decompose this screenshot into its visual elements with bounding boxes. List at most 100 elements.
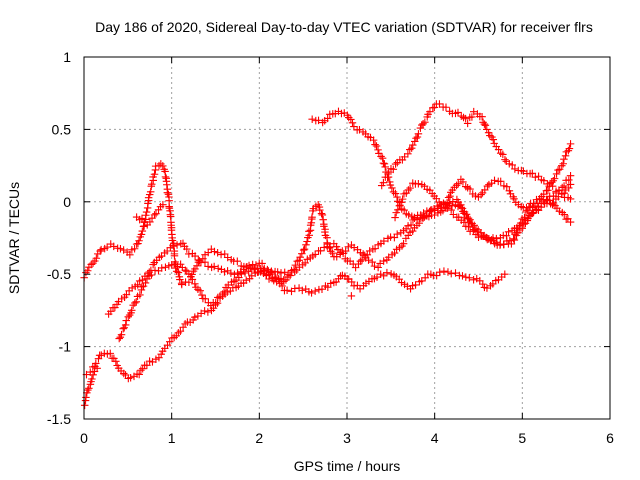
data-point (100, 349, 109, 358)
data-point (176, 327, 185, 335)
data-point (145, 357, 154, 365)
data-point (494, 276, 503, 284)
data-points (80, 100, 575, 410)
data-point (86, 380, 95, 389)
data-point (477, 228, 485, 237)
data-point (233, 257, 242, 265)
data-point (86, 368, 95, 376)
data-point (137, 230, 146, 239)
data-point (440, 267, 448, 275)
data-point (302, 241, 310, 249)
data-point (145, 190, 154, 199)
data-point (109, 242, 118, 251)
data-point (432, 271, 441, 280)
data-point (191, 313, 199, 321)
data-point (201, 258, 209, 266)
data-point (157, 252, 166, 260)
data-point (169, 242, 178, 250)
data-point (560, 210, 569, 219)
data-point (416, 124, 425, 132)
data-point (178, 280, 186, 289)
data-point (233, 269, 242, 277)
data-point (260, 264, 269, 273)
data-point (141, 279, 150, 287)
data-point (135, 277, 144, 285)
data-point (544, 186, 552, 195)
data-point (92, 254, 101, 263)
data-point (121, 321, 130, 329)
data-point (534, 172, 543, 181)
data-point (374, 263, 382, 272)
data-point (566, 180, 575, 189)
data-point (383, 173, 392, 181)
data-point (287, 287, 296, 296)
data-point (89, 371, 97, 379)
data-point (398, 195, 407, 203)
data-point (465, 274, 474, 282)
data-point (560, 182, 568, 190)
data-point (505, 160, 514, 168)
data-point (163, 247, 171, 255)
data-point (119, 324, 127, 333)
series-track-3 (104, 140, 575, 318)
data-point (83, 267, 92, 275)
data-point (191, 280, 199, 288)
data-point (318, 211, 327, 219)
data-point (350, 122, 358, 131)
data-point (94, 354, 103, 363)
data-point (487, 179, 496, 187)
data-point (295, 256, 303, 265)
data-point (341, 247, 350, 255)
data-point (566, 195, 575, 203)
data-point (411, 281, 420, 289)
data-point (152, 209, 160, 218)
data-point (490, 176, 499, 185)
data-point (204, 262, 212, 271)
data-point (483, 182, 492, 190)
axis-ticks: 0 1 2 3 4 5 6 -1.5 -1 -0.5 0 0.5 1 (47, 49, 614, 446)
data-point (447, 206, 455, 214)
data-point (103, 350, 112, 358)
data-point (434, 209, 442, 217)
data-point (381, 163, 389, 171)
data-point (543, 196, 552, 204)
data-point (147, 180, 156, 188)
data-point (374, 146, 382, 154)
data-point (251, 269, 260, 277)
data-point (200, 307, 209, 315)
data-point (347, 278, 356, 286)
data-point (478, 112, 486, 121)
data-point (316, 247, 325, 255)
data-point (391, 189, 400, 198)
data-point (157, 350, 165, 358)
y-tick-label: 0 (63, 194, 71, 210)
data-point (305, 227, 313, 236)
data-point (372, 142, 381, 150)
data-point (404, 211, 413, 219)
data-point (400, 153, 409, 161)
data-point (559, 160, 567, 168)
data-point (112, 357, 120, 366)
data-point (426, 107, 434, 116)
data-point (127, 306, 136, 315)
data-point (500, 240, 508, 249)
x-axis-label: GPS time / hours (294, 458, 401, 474)
data-point (454, 108, 462, 117)
data-point (204, 308, 212, 316)
data-point (161, 263, 170, 272)
data-point (466, 185, 474, 193)
data-point (461, 114, 470, 123)
data-point (484, 235, 493, 243)
data-point (356, 285, 364, 293)
data-point (393, 193, 401, 201)
data-point (138, 283, 146, 291)
data-point (379, 159, 388, 167)
data-point (325, 244, 334, 252)
data-point (432, 194, 441, 203)
data-point (136, 291, 144, 299)
data-point (444, 268, 452, 276)
data-point (210, 262, 218, 271)
data-point (512, 231, 521, 240)
data-point (399, 239, 408, 248)
